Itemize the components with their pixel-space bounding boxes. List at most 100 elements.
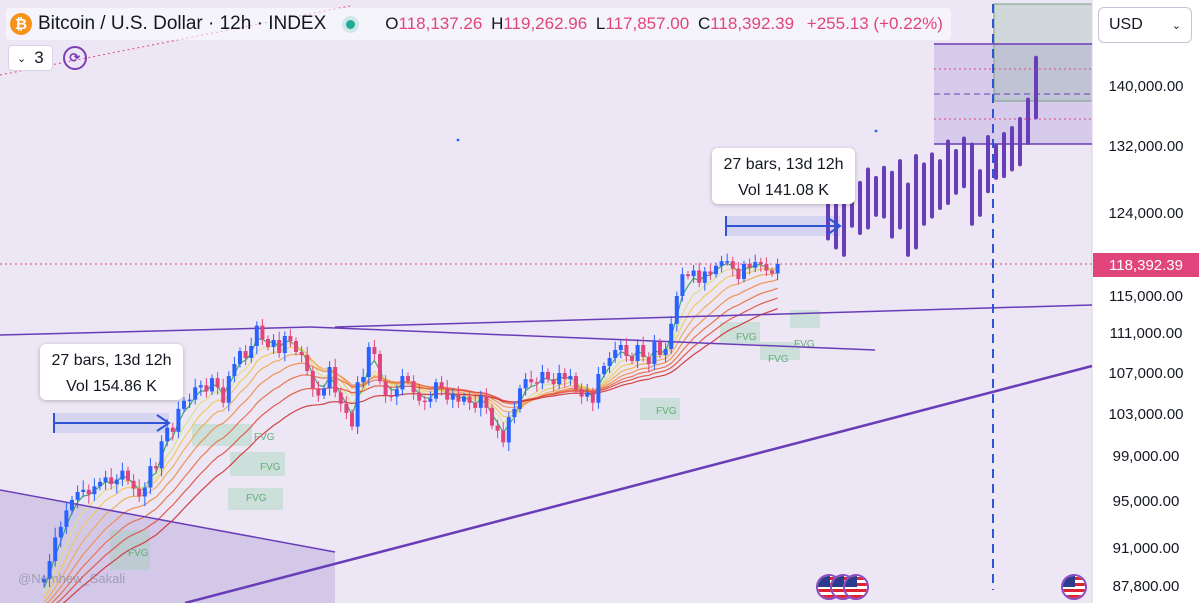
candle-body bbox=[607, 358, 612, 366]
candle-body bbox=[540, 372, 545, 384]
chevron-down-icon: ⌄ bbox=[1171, 19, 1181, 32]
sync-icon[interactable]: ⟳ bbox=[62, 46, 87, 70]
candle-body bbox=[574, 376, 578, 390]
candle-body bbox=[462, 396, 466, 402]
marker-dot bbox=[456, 138, 460, 142]
overlay-drawings[interactable]: FVG FVG FVG FVG FVG FVG FVG FVG bbox=[53, 129, 878, 559]
candle-body bbox=[310, 371, 315, 389]
candle-body bbox=[758, 262, 763, 264]
candle-body bbox=[770, 270, 774, 274]
candle-body bbox=[126, 470, 130, 481]
candle-body bbox=[383, 381, 388, 396]
candle-body bbox=[641, 345, 646, 357]
candle-body bbox=[182, 400, 186, 409]
candle-body bbox=[64, 510, 69, 527]
measure-tooltip-left: 27 bars, 13d 12h Vol 154.86 K bbox=[40, 344, 183, 400]
current-price-label: 118,392.39 bbox=[1093, 253, 1199, 277]
measure-volume-text: Vol 141.08 K bbox=[738, 182, 829, 199]
fvg-label: FVG bbox=[656, 406, 677, 417]
fvg-box bbox=[790, 310, 820, 328]
candle-body bbox=[439, 382, 444, 389]
candle-body bbox=[53, 537, 58, 562]
candle-body bbox=[422, 400, 427, 403]
price-axis[interactable]: 140,000.00 132,000.00 124,000.00 115,000.00… bbox=[1108, 78, 1183, 595]
candle-body bbox=[327, 367, 332, 389]
candle-body bbox=[120, 470, 125, 480]
candle-body bbox=[372, 347, 377, 354]
us-flag-event-icon[interactable] bbox=[843, 574, 869, 600]
bitcoin-logo-icon: ₿ bbox=[10, 13, 32, 35]
price-tick-label: 99,000.00 bbox=[1113, 448, 1180, 465]
candle-body bbox=[131, 480, 136, 489]
candle-body bbox=[271, 340, 276, 347]
candle-body bbox=[137, 488, 142, 497]
candle-body bbox=[294, 341, 298, 352]
candle-body bbox=[613, 350, 618, 358]
currency-select[interactable]: USD ⌄ bbox=[1098, 7, 1192, 43]
price-tick-label: 140,000.00 bbox=[1108, 78, 1183, 95]
candle-body bbox=[148, 466, 153, 488]
candle-body bbox=[378, 354, 382, 382]
candle-body bbox=[355, 382, 360, 427]
candle-body bbox=[288, 336, 293, 341]
candle-body bbox=[434, 382, 438, 399]
candle-body bbox=[725, 261, 730, 263]
candle-body bbox=[198, 385, 203, 388]
candle-body bbox=[714, 265, 718, 275]
ema-line bbox=[45, 278, 778, 603]
candle-body bbox=[686, 274, 690, 277]
us-flag-event-icon[interactable] bbox=[1061, 574, 1087, 600]
candlestick-series[interactable] bbox=[42, 253, 780, 588]
candle-body bbox=[109, 477, 114, 485]
fvg-label: FVG bbox=[246, 493, 267, 504]
candle-body bbox=[680, 274, 685, 296]
candle-body bbox=[630, 356, 634, 361]
candle-body bbox=[226, 376, 231, 403]
candle-body bbox=[490, 407, 494, 426]
fvg-label: FVG bbox=[736, 332, 757, 343]
candle-body bbox=[534, 382, 539, 384]
candle-body bbox=[42, 578, 46, 583]
candle-body bbox=[450, 393, 455, 400]
candle-body bbox=[316, 388, 321, 396]
candle-body bbox=[47, 561, 52, 579]
candle-body bbox=[400, 376, 405, 390]
change-value: +255.13 (+0.22%) bbox=[806, 14, 943, 33]
candle-body bbox=[243, 351, 248, 358]
candle-body bbox=[506, 417, 511, 443]
symbol-legend[interactable]: ₿ Bitcoin / U.S. Dollar · 12h · INDEX O1… bbox=[6, 8, 951, 40]
high-label: H bbox=[491, 14, 504, 33]
candle-body bbox=[411, 381, 416, 393]
candle-body bbox=[445, 388, 450, 400]
candle-body bbox=[204, 385, 209, 392]
ohlc-values: O118,137.26 H119,262.96 L117,857.00 C118… bbox=[381, 14, 943, 34]
symbol-title[interactable]: Bitcoin / U.S. Dollar · 12h · INDEX bbox=[38, 13, 327, 34]
candle-body bbox=[518, 388, 522, 409]
candle-body bbox=[187, 399, 192, 402]
trend-drawings[interactable] bbox=[0, 4, 1093, 603]
marker-dot bbox=[874, 129, 878, 133]
currency-value: USD bbox=[1109, 16, 1143, 33]
candle-body bbox=[103, 477, 108, 482]
price-tick-label: 124,000.00 bbox=[1108, 205, 1183, 222]
indicators-collapse-button[interactable]: ⌄ 3 bbox=[8, 45, 53, 71]
candle-body bbox=[467, 396, 472, 403]
candle-body bbox=[753, 262, 758, 268]
candle-body bbox=[366, 347, 371, 378]
low-value: 117,857.00 bbox=[605, 14, 690, 33]
price-tick-label: 95,000.00 bbox=[1113, 493, 1180, 510]
descending-trendline bbox=[309, 326, 876, 351]
candle-body bbox=[193, 387, 198, 400]
candle-body bbox=[742, 263, 746, 280]
candle-body bbox=[394, 389, 399, 397]
candle-body bbox=[389, 395, 394, 398]
candle-body bbox=[154, 466, 158, 469]
candle-body bbox=[708, 271, 713, 275]
candle-body bbox=[98, 481, 102, 487]
candle-body bbox=[254, 325, 259, 346]
candle-body bbox=[338, 392, 343, 404]
candle-body bbox=[428, 398, 433, 402]
candle-body bbox=[551, 379, 556, 385]
